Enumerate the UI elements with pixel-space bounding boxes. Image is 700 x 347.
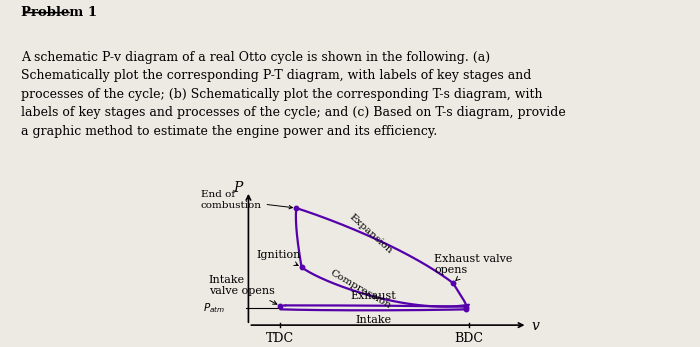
Text: Compression: Compression	[328, 269, 392, 311]
Text: Exhaust valve
opens: Exhaust valve opens	[435, 254, 513, 280]
Text: Exhaust: Exhaust	[351, 291, 396, 301]
Text: TDC: TDC	[266, 332, 295, 345]
Text: Expansion: Expansion	[347, 213, 394, 256]
Text: $P_{atm}$: $P_{atm}$	[203, 301, 225, 315]
Text: BDC: BDC	[454, 332, 484, 345]
Text: A schematic P-v diagram of a real Otto cycle is shown in the following. (a)
Sche: A schematic P-v diagram of a real Otto c…	[21, 51, 566, 137]
Text: Intake
valve opens: Intake valve opens	[209, 275, 277, 304]
Text: Problem 1: Problem 1	[21, 6, 97, 19]
Text: Ignition: Ignition	[256, 251, 301, 265]
Text: End of
combustion: End of combustion	[201, 191, 293, 210]
Text: P: P	[233, 181, 242, 195]
Text: Intake: Intake	[355, 315, 391, 325]
Text: v: v	[531, 320, 539, 333]
